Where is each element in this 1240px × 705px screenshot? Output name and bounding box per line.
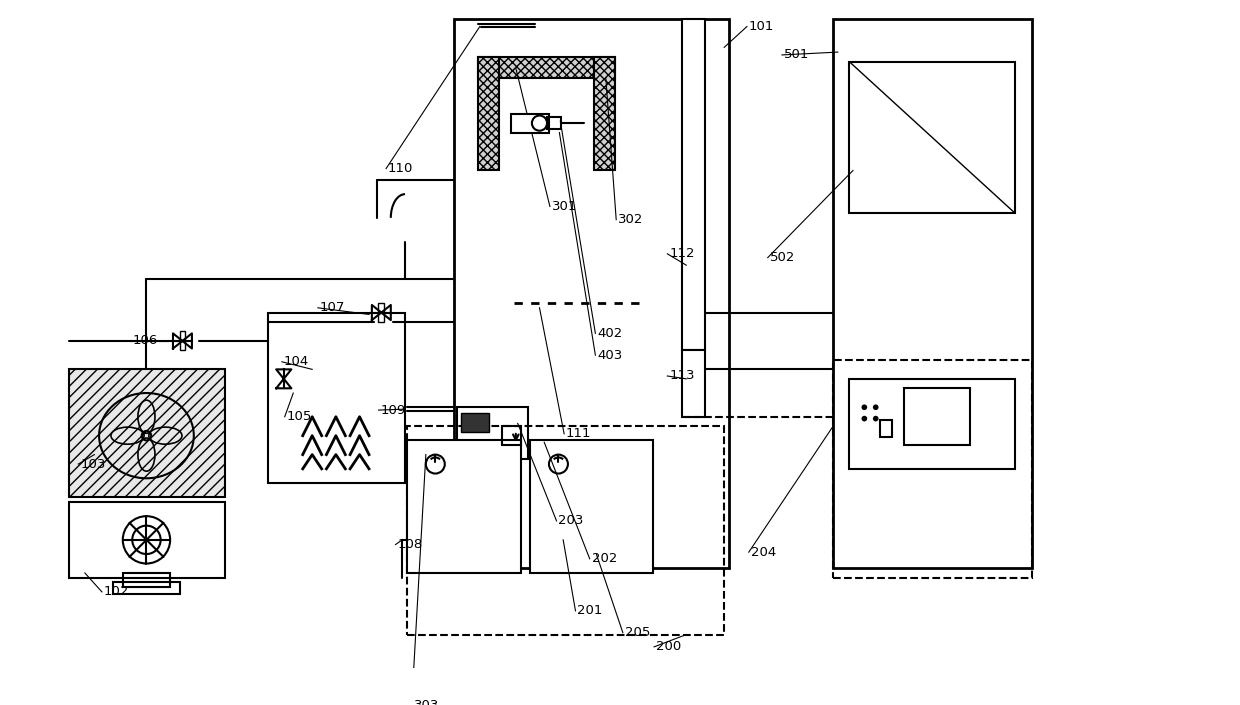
Bar [458,407,528,460]
Text: 103: 103 [81,458,105,470]
Circle shape [862,416,867,422]
Bar [68,369,226,497]
Bar [180,331,185,350]
Bar [904,388,971,445]
Text: 205: 205 [625,626,650,639]
Bar [594,57,615,171]
Text: 110: 110 [388,162,413,175]
Text: 200: 200 [656,640,681,654]
Text: 108: 108 [398,538,423,551]
Text: 301: 301 [552,200,577,213]
Bar [833,360,1032,577]
Text: 202: 202 [591,552,618,565]
Text: 113: 113 [670,369,694,383]
Bar [502,427,521,445]
Bar [477,57,498,171]
Text: 101: 101 [749,20,774,33]
Bar [68,502,226,577]
Text: 109: 109 [381,403,405,417]
Text: 204: 204 [750,546,776,558]
Text: 502: 502 [770,251,795,264]
Bar [849,61,1014,213]
Text: 201: 201 [578,604,603,618]
Bar [833,19,1032,568]
Circle shape [873,416,879,422]
Text: 302: 302 [618,213,644,226]
Text: 501: 501 [784,49,810,61]
Bar [407,441,521,573]
Bar [682,19,706,350]
Bar [511,114,549,133]
Bar [477,57,615,78]
Bar [378,303,384,322]
Bar [113,582,180,594]
Text: 402: 402 [598,327,622,340]
Bar [849,379,1014,469]
Circle shape [862,405,867,410]
Bar [454,19,729,568]
Bar [268,312,405,483]
Text: 403: 403 [598,349,622,362]
Bar [529,441,653,573]
Text: 111: 111 [565,427,591,440]
Bar [407,427,724,634]
Bar [461,413,490,432]
Bar [123,573,170,587]
Text: 105: 105 [286,410,312,423]
Bar [547,118,562,129]
Bar [682,350,706,417]
Text: 104: 104 [284,355,309,368]
Text: 303: 303 [413,699,439,705]
Circle shape [873,405,879,410]
Bar [880,419,892,436]
Text: 102: 102 [104,585,129,599]
Text: 112: 112 [670,247,694,260]
Text: 107: 107 [320,301,345,314]
Text: 106: 106 [133,334,157,348]
Text: 203: 203 [558,515,584,527]
